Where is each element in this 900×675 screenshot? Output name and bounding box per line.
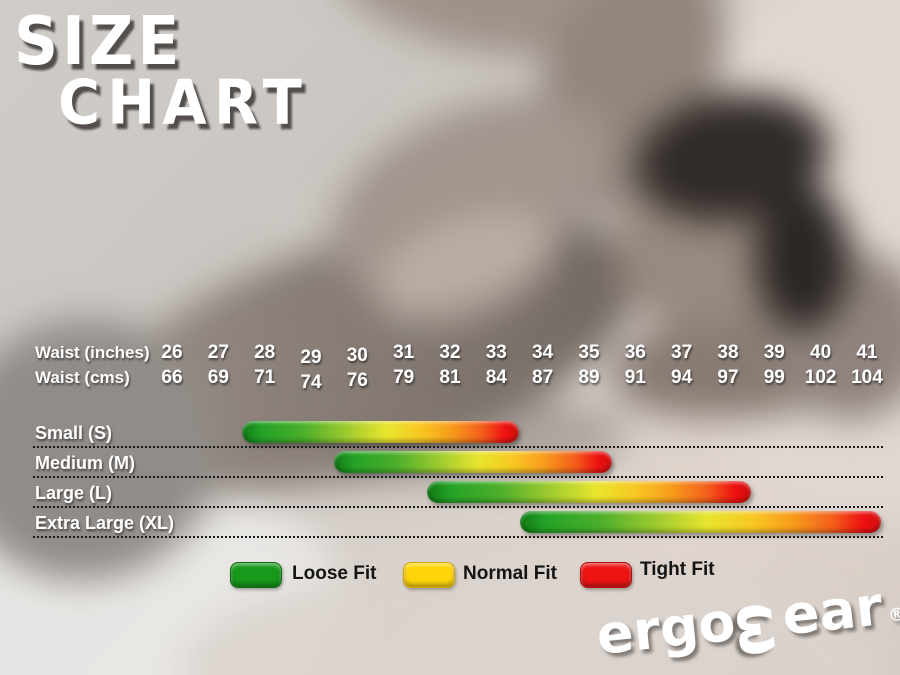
waist-value: 29: [300, 347, 322, 368]
title-line-chart: CHART: [58, 66, 310, 138]
size-row: Small (S): [0, 420, 900, 450]
legend-label: Loose Fit: [292, 563, 377, 584]
legend-swatch-tight-fit: [580, 562, 632, 588]
waist-value: 81: [439, 367, 461, 388]
poster-title: SIZE CHART: [14, 8, 302, 133]
dotted-separator: [33, 446, 885, 448]
waist-value: 38: [717, 342, 739, 363]
waist-value: 99: [763, 367, 785, 388]
size-row: Medium (M): [0, 450, 900, 480]
waist-value: 71: [254, 367, 276, 388]
logo-w-glyph: ω: [721, 598, 800, 660]
waist-cms-label: Waist (cms): [35, 368, 130, 387]
waist-value: 41: [856, 342, 878, 363]
size-row: Large (L): [0, 480, 900, 510]
waist-value: 39: [763, 342, 785, 363]
waist-value: 26: [161, 342, 183, 363]
waist-value: 33: [485, 342, 507, 363]
fit-range-bar: [519, 511, 881, 533]
size-label: Large (L): [35, 483, 113, 503]
legend-swatch-normal-fit: [403, 562, 455, 588]
waist-value: 97: [717, 367, 739, 388]
waist-value: 28: [254, 342, 276, 363]
registered-trademark-icon: ®: [886, 603, 900, 627]
waist-value: 76: [346, 370, 368, 391]
waist-value: 31: [393, 342, 415, 363]
waist-value: 32: [439, 342, 461, 363]
waist-value: 87: [532, 367, 554, 388]
waist-cms-row: Waist (cms) 66 69 71 74 76 79 81 84 87 89 91 94 97 99…: [0, 367, 900, 393]
waist-inches-label: Waist (inches): [35, 343, 150, 362]
waist-value: 35: [578, 342, 600, 363]
legend-label: Normal Fit: [463, 563, 557, 584]
dotted-separator: [33, 506, 885, 508]
waist-value: 66: [161, 367, 183, 388]
waist-value: 89: [578, 367, 600, 388]
fit-legend: Loose Fit Normal Fit Tight Fit: [0, 558, 900, 592]
legend-label: Tight Fit: [640, 559, 715, 580]
fit-range-bar: [334, 451, 612, 473]
waist-value: 84: [485, 367, 507, 388]
waist-value: 91: [624, 367, 646, 388]
size-label: Extra Large (XL): [35, 513, 175, 533]
title-line-size: SIZE: [14, 2, 184, 81]
waist-value: 30: [346, 345, 368, 366]
fit-range-bar: [426, 481, 751, 503]
dotted-separator: [33, 536, 885, 538]
waist-value: 104: [851, 367, 883, 388]
waist-value: 27: [207, 342, 229, 363]
size-label: Medium (M): [35, 453, 135, 473]
waist-value: 79: [393, 367, 415, 388]
dotted-separator: [33, 476, 885, 478]
waist-value: 36: [624, 342, 646, 363]
size-row: Extra Large (XL): [0, 510, 900, 540]
fit-range-bar: [241, 421, 520, 443]
waist-value: 34: [532, 342, 554, 363]
waist-value: 102: [804, 367, 837, 388]
waist-value: 94: [671, 367, 693, 388]
model-hair-shape: [755, 185, 850, 330]
size-label: Small (S): [35, 423, 113, 443]
waist-value: 69: [207, 367, 229, 388]
legend-swatch-loose-fit: [230, 562, 282, 588]
waist-value: 74: [300, 372, 322, 393]
waist-inches-row: Waist (inches) 26 27 28 29 30 31 32 33 34 35 36 37 3…: [0, 342, 900, 368]
waist-value: 37: [671, 342, 693, 363]
waist-value: 40: [810, 342, 832, 363]
